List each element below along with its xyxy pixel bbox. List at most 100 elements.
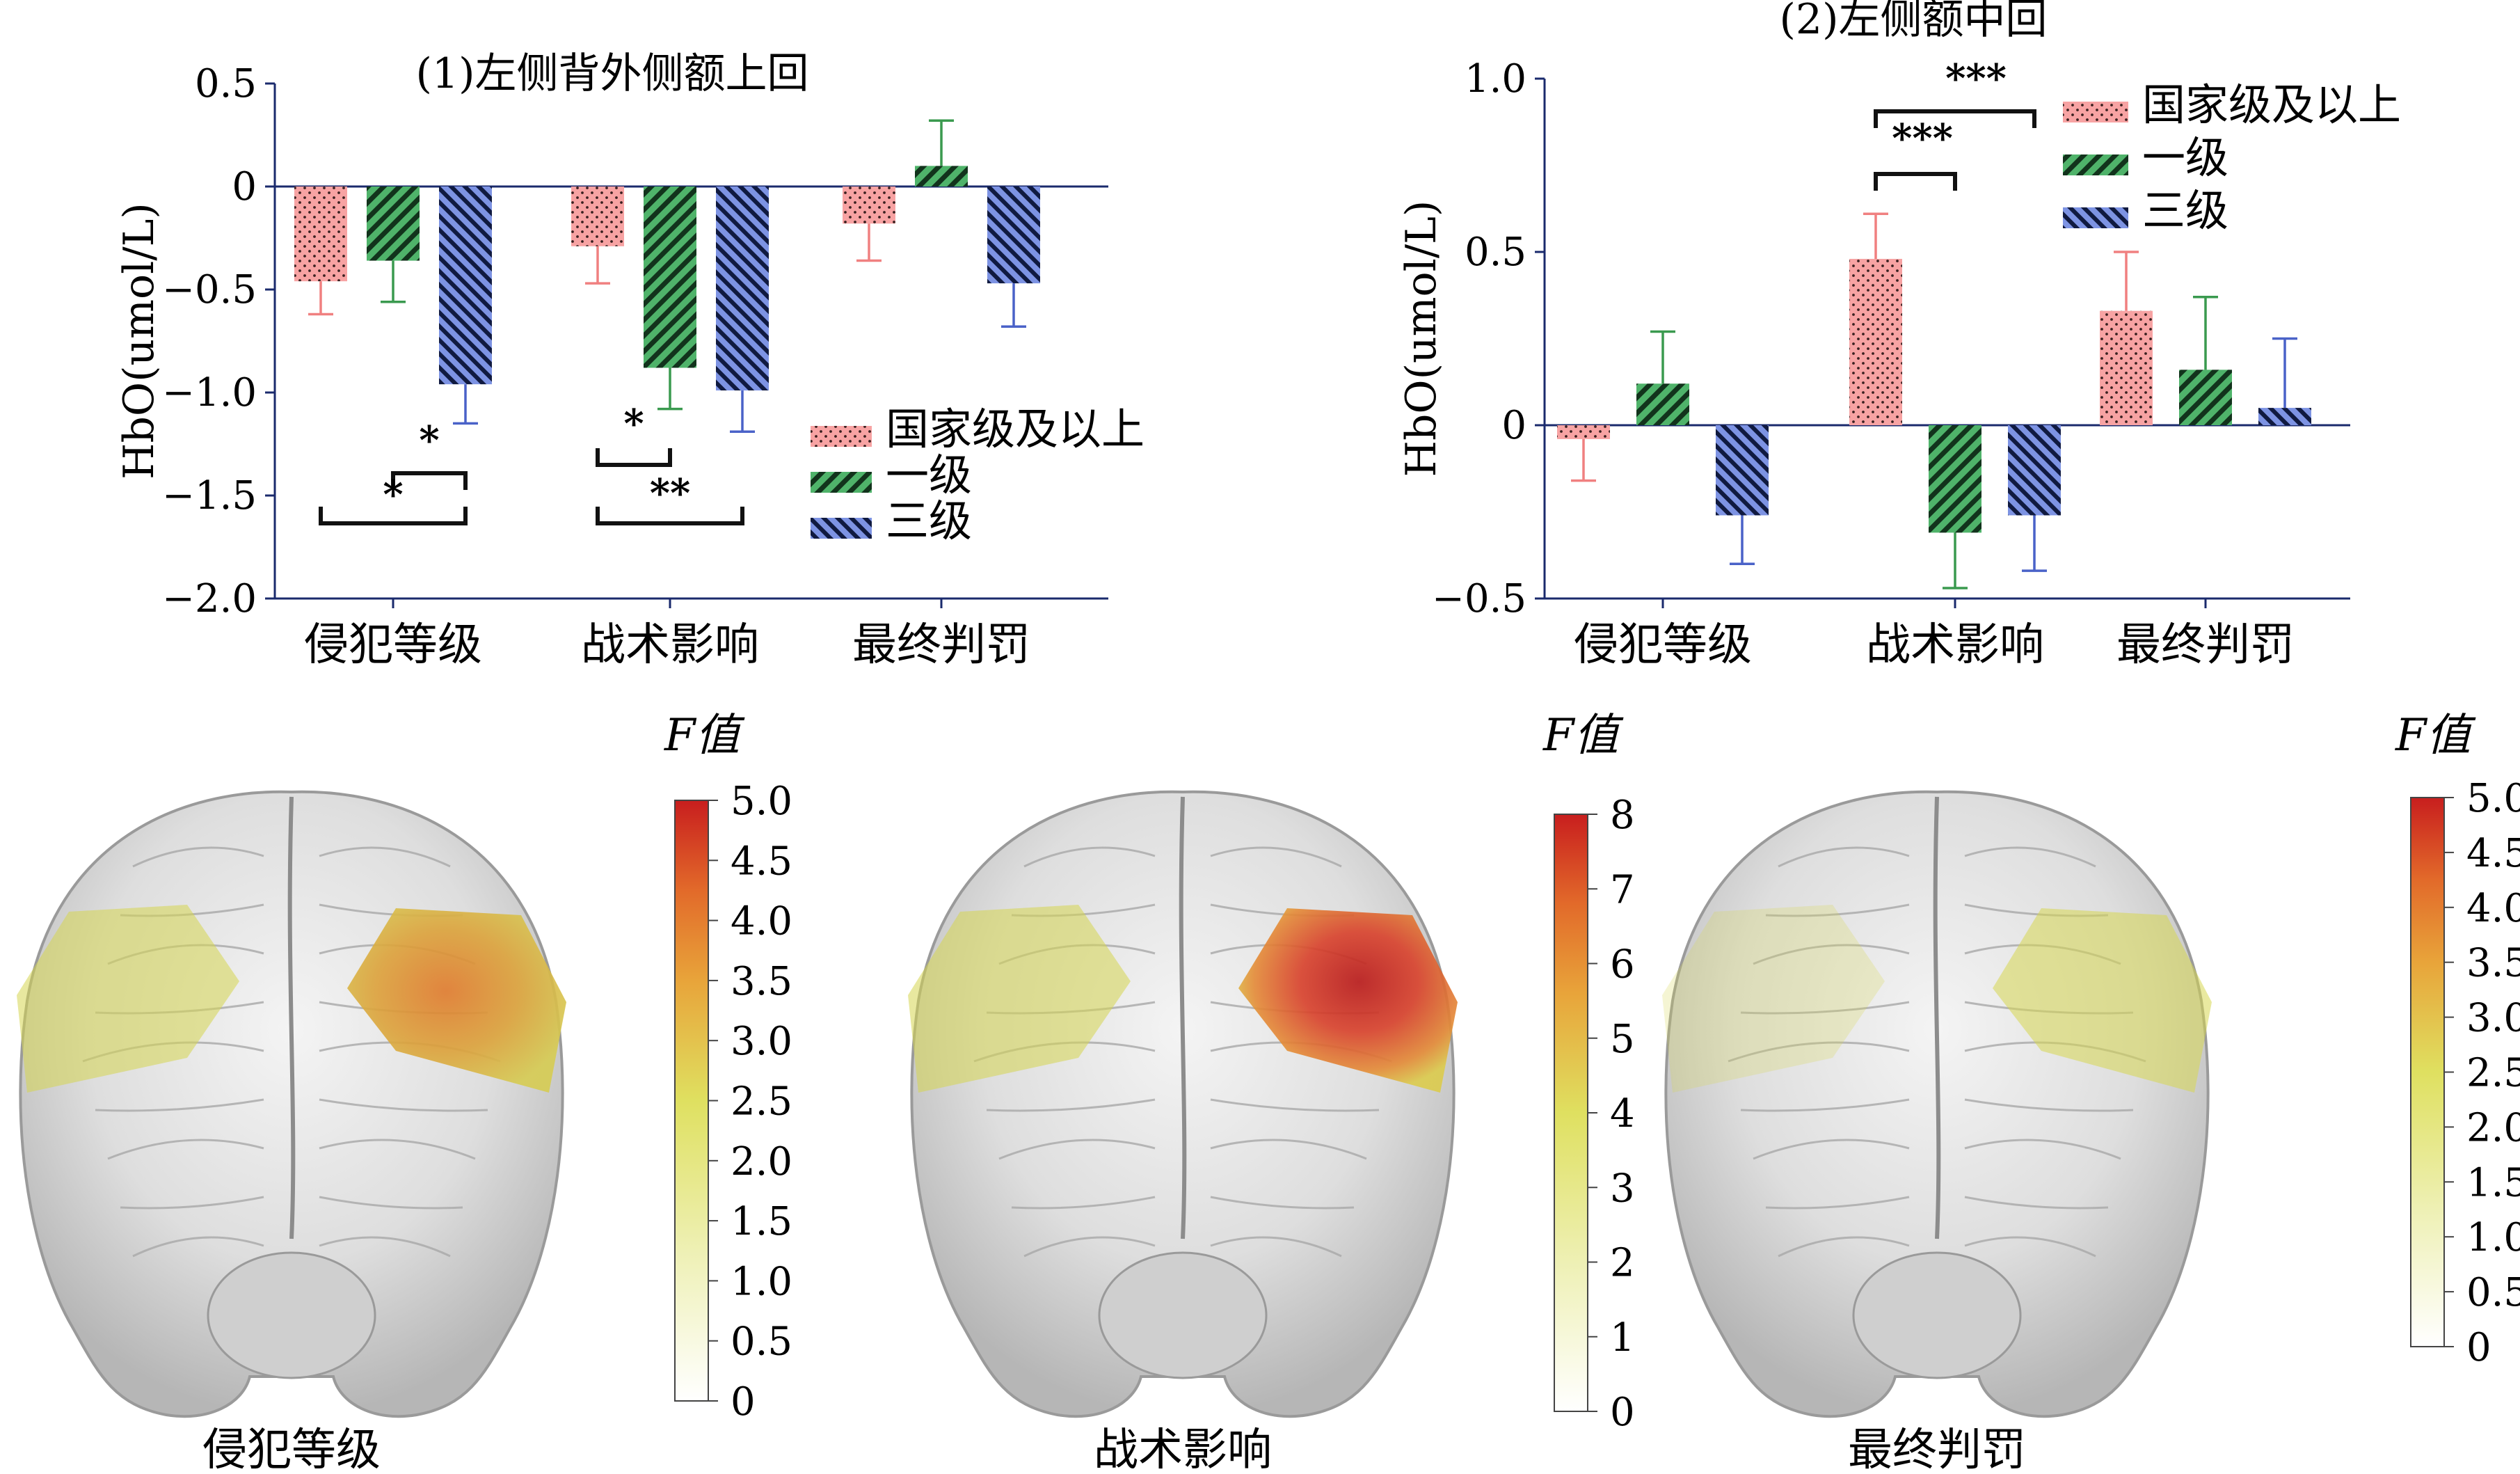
colorbar-tick-label: 2.5 xyxy=(731,1079,792,1125)
colorbar-tick-label: 2.0 xyxy=(731,1139,792,1184)
colorbar-tick-label: 2 xyxy=(1610,1241,1635,1286)
significance-bracket xyxy=(596,448,672,467)
bar-level3 xyxy=(2008,425,2061,516)
brain-map-3: 最终判罚 5.0 4.5 4.0 3.5 3.0 2.5 2.0 1.5 1.0 0.5 0 F值 xyxy=(1662,710,2520,1474)
significance-bracket xyxy=(319,507,468,525)
y-tick-label: −1.0 xyxy=(162,370,257,415)
legend-label-national: 国家级及以上 xyxy=(886,404,1145,454)
colorbar-tick-label: 5.0 xyxy=(731,779,792,824)
bar-level1 xyxy=(2179,370,2232,425)
colorbar-tick-label: 2.5 xyxy=(2466,1051,2520,1096)
colorbar xyxy=(2410,797,2445,1347)
bar-national xyxy=(2100,310,2153,425)
y-axis-label: HbO(umol/L) xyxy=(115,203,164,480)
colorbar xyxy=(674,800,709,1402)
bar-level1 xyxy=(644,187,696,368)
x-tick-label: 侵犯等级 xyxy=(304,619,482,671)
legend-swatch-level1 xyxy=(811,472,872,493)
bar-national xyxy=(1849,258,1902,425)
colorbar-tick-label: 4 xyxy=(1610,1091,1635,1136)
colorbar-tick-label: 4.0 xyxy=(2466,886,2520,931)
colorbar-tick-label: 5 xyxy=(1610,1017,1635,1062)
gyrus-line xyxy=(1023,846,1156,868)
y-tick-label: −0.5 xyxy=(1432,576,1526,621)
gyrus-line xyxy=(132,1236,264,1258)
colorbar-tick-label: 1.5 xyxy=(731,1199,792,1244)
colorbar-tick-label: 1.0 xyxy=(731,1259,792,1304)
gyrus-line xyxy=(1023,1236,1156,1258)
gyrus-line xyxy=(1964,846,2096,868)
gyrus-line xyxy=(1765,903,1910,917)
colorbar-tick-label: 3 xyxy=(1610,1166,1635,1211)
brain-caption: 最终判罚 xyxy=(1848,1425,2026,1474)
y-tick-label: 0 xyxy=(232,164,257,209)
gyrus-line xyxy=(1964,1098,2134,1112)
gyrus-line xyxy=(319,1236,451,1258)
gyrus-line xyxy=(998,1139,1156,1160)
brain-maps: 侵犯等级5.04.54.03.53.02.52.01.51.00.50F值战术影… xyxy=(17,710,2520,1474)
gyrus-line xyxy=(107,1139,264,1160)
gyrus-line xyxy=(1728,1041,1910,1063)
x-tick-label: 侵犯等级 xyxy=(1574,619,1752,671)
y-tick-label: −0.5 xyxy=(162,267,257,312)
bar-level3 xyxy=(716,187,769,391)
gyrus-line xyxy=(1210,1236,1342,1258)
legend-label-level3: 三级 xyxy=(886,496,972,546)
bar-national xyxy=(294,187,347,282)
x-tick-label: 最终判罚 xyxy=(2116,619,2295,671)
colorbar-title: F值 xyxy=(1542,710,1624,761)
y-axis-label: HbO(umol/L) xyxy=(1397,200,1446,477)
colorbar-tick-label: 4.0 xyxy=(731,899,792,944)
colorbar-tick-label: 6 xyxy=(1610,942,1635,988)
gyrus-line xyxy=(319,1139,476,1160)
bar-level3 xyxy=(2258,408,2311,425)
central-fissure xyxy=(287,796,296,1239)
colorbar-tick-label: 0.5 xyxy=(2466,1270,2520,1315)
legend-label-national: 国家级及以上 xyxy=(2142,79,2401,130)
gyrus-line xyxy=(1011,1196,1156,1210)
bar-level3 xyxy=(439,187,492,385)
gyrus-line xyxy=(1765,1196,1910,1210)
activation-region-left xyxy=(17,905,239,1093)
gyrus-line xyxy=(1778,1236,1910,1258)
colorbar-tick-label: 1.0 xyxy=(2466,1215,2520,1260)
y-tick-label: 1.0 xyxy=(1465,56,1526,102)
bar-level1 xyxy=(1636,383,1689,425)
gyrus-line xyxy=(1753,944,1910,965)
brainstem xyxy=(207,1251,376,1379)
legend-swatch-level1 xyxy=(2063,154,2128,175)
x-tick-label: 最终判罚 xyxy=(852,619,1030,671)
brain-map-1: 侵犯等级 5.0 4.5 4.0 3.5 3.0 2.5 2.0 1.5 1.0 0.5 0 F值 xyxy=(17,710,792,1474)
legend-label-level1: 一级 xyxy=(2142,132,2228,183)
gyrus-line xyxy=(1778,846,1910,868)
brain-map-2: 战术影响 8 7 6 5 4 3 2 1 0 F值 xyxy=(908,710,1635,1474)
colorbar-tick-label: 8 xyxy=(1610,793,1635,838)
gyrus-line xyxy=(1964,1236,2096,1258)
gyrus-line xyxy=(120,1196,264,1210)
colorbar-tick-label: 4.5 xyxy=(2466,831,2520,876)
colorbar-tick-label: 0 xyxy=(731,1379,756,1425)
legend-swatch-national xyxy=(811,426,872,447)
significance-bracket xyxy=(596,507,744,525)
bar-level3 xyxy=(1716,425,1769,516)
colorbar-tick-label: 3.5 xyxy=(2466,941,2520,986)
gyrus-line xyxy=(319,1196,463,1210)
bar-level1 xyxy=(1929,425,1981,533)
bar-level1 xyxy=(367,187,420,261)
legend-label-level3: 三级 xyxy=(2142,185,2228,236)
colorbar-tick-label: 7 xyxy=(1610,867,1635,912)
colorbar-tick-label: 2.0 xyxy=(2466,1105,2520,1150)
brainstem xyxy=(1852,1251,2022,1379)
colorbar-tick-label: 0 xyxy=(2466,1325,2491,1370)
brain-caption: 侵犯等级 xyxy=(202,1425,381,1474)
colorbar-tick-label: 0 xyxy=(1610,1390,1635,1435)
y-tick-label: 0.5 xyxy=(195,61,257,106)
significance-label: ** xyxy=(650,470,691,516)
significance-bracket xyxy=(391,471,468,490)
significance-label: * xyxy=(383,472,403,518)
gyrus-line xyxy=(1964,1139,2121,1160)
gyrus-line xyxy=(319,846,451,868)
x-tick-label: 战术影响 xyxy=(1866,619,2044,671)
central-fissure xyxy=(1179,796,1187,1239)
